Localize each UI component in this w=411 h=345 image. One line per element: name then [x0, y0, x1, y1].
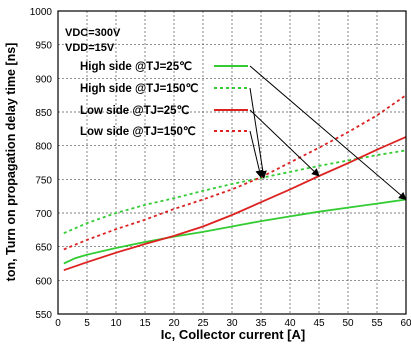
x-tick-label: 35	[255, 318, 267, 329]
y-tick-label: 650	[35, 243, 52, 254]
y-tick-label: 550	[35, 310, 52, 321]
condition-vdd: VDD=15V	[65, 42, 115, 54]
x-tick-label: 50	[342, 318, 354, 329]
legend-label-2: High side @TJ=150℃	[80, 82, 198, 95]
x-axis-label: Ic, Collector current [A]	[161, 327, 305, 342]
series-line-3	[63, 136, 407, 272]
y-tick-label: 950	[35, 41, 52, 52]
legend-arrows	[249, 65, 407, 201]
x-tick-label: 20	[168, 318, 180, 329]
legend-label-1: High side @TJ=25℃	[80, 60, 192, 73]
y-tick-label: 750	[35, 175, 52, 186]
legend-label-4: Low side @TJ=150℃	[80, 125, 196, 138]
tick-labels: 0 5 10 15 20 25 30 35 40 45 50 55 60 550 600 650 700 750 8…	[30, 7, 411, 329]
plot-frame	[57, 10, 407, 315]
x-tick-label: 0	[55, 318, 61, 329]
x-tick-label: 30	[226, 318, 238, 329]
y-tick-label: 800	[35, 142, 52, 153]
x-tick-label: 45	[313, 318, 325, 329]
x-tick-label: 40	[284, 318, 296, 329]
legend-arrow-2	[249, 87, 267, 179]
x-tick-label: 5	[84, 318, 90, 329]
legend-arrow-3	[249, 109, 320, 177]
series-line-2	[63, 149, 407, 235]
grid	[58, 11, 406, 314]
y-tick-label: 1000	[30, 7, 53, 18]
series-line-4	[63, 94, 407, 251]
legend-arrow-1	[249, 65, 407, 201]
x-tick-label: 15	[139, 318, 151, 329]
x-tick-label: 60	[400, 318, 411, 329]
x-tick-label: 55	[371, 318, 383, 329]
x-tick-label: 10	[110, 318, 122, 329]
x-tick-label: 25	[197, 318, 209, 329]
condition-vdc: VDC=300V	[65, 27, 121, 39]
y-tick-label: 850	[35, 108, 52, 119]
y-tick-label: 900	[35, 74, 52, 85]
series-layer	[63, 94, 407, 272]
y-tick-label: 700	[35, 209, 52, 220]
y-axis-label: ton, Turn on propagation delay time [ns]	[4, 43, 18, 282]
legend: High side @TJ=25℃ High side @TJ=150℃ Low s…	[80, 60, 248, 138]
legend-label-3: Low side @TJ=25℃	[80, 104, 190, 117]
legend-arrow-4	[249, 130, 264, 179]
y-tick-label: 600	[35, 276, 52, 287]
series-line-1	[63, 198, 407, 265]
